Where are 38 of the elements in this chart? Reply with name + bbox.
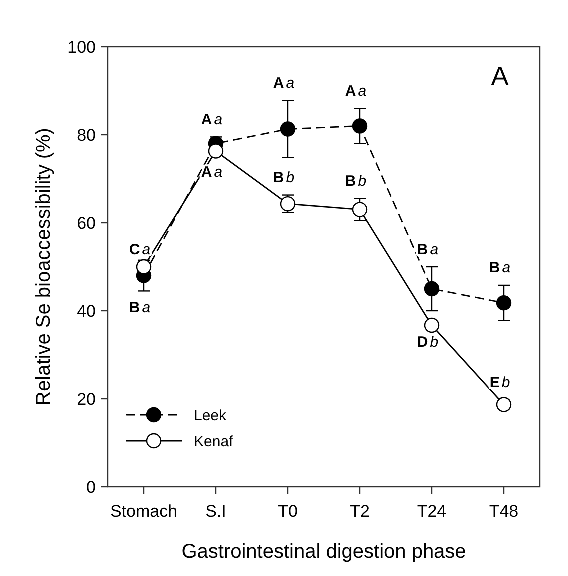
point [424,281,440,297]
x-tick-label: T48 [489,502,519,521]
x-axis-title: Gastrointestinal digestion phase [182,541,466,563]
point [136,259,152,275]
y-tick-label: 40 [77,302,96,321]
annotation: Aa [345,82,367,100]
annotation: Bb [273,170,295,187]
x-tick-label: T0 [278,502,298,521]
y-tick-label: 60 [77,214,96,233]
point [352,118,368,134]
legend-label: Kenaf [194,433,234,450]
x-tick-label: T2 [350,502,370,521]
x-tick-label: S.I [206,502,226,521]
y-tick-label: 0 [86,478,96,497]
annotation: Db [417,334,439,351]
annotation: Aa [273,74,295,92]
y-axis-title: Relative Se bioaccessibility (%) [33,128,55,406]
point [208,144,224,159]
legend-label: Leek [194,407,228,424]
point [496,295,512,311]
y-tick-label: 100 [68,38,96,57]
y-tick-label: 80 [77,126,96,145]
y-tick-label: 20 [77,390,96,409]
annotation: Eb [490,374,510,392]
annotation: Aa [201,164,223,181]
x-tick-label: T24 [417,502,447,521]
annotation: Ba [489,260,511,277]
x-tick-label: Stomach [110,502,178,521]
annotation: Aa [201,111,223,128]
annotation: Bb [345,173,367,190]
point [496,397,512,412]
point [280,122,296,137]
annotation: Ba [417,241,439,258]
point [424,318,440,334]
annotation: Ba [129,299,151,316]
annotation: Ca [129,241,151,258]
annotation: A [491,61,510,91]
point [352,202,368,218]
